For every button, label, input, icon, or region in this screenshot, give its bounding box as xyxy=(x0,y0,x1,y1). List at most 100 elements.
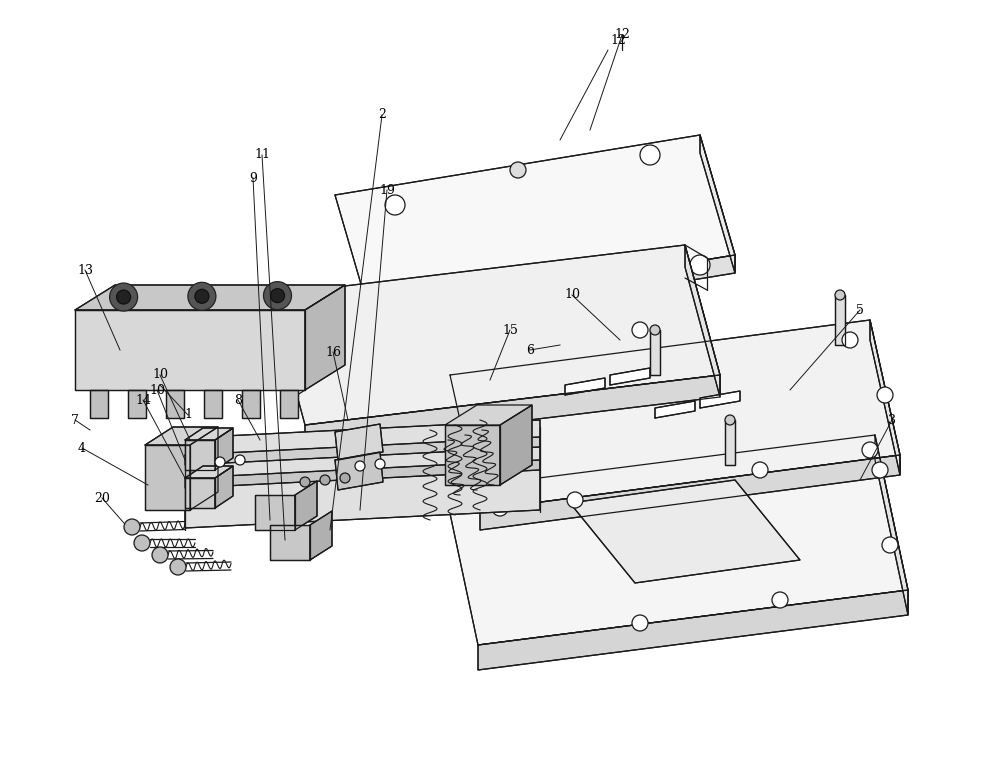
Text: 3: 3 xyxy=(888,413,896,427)
Polygon shape xyxy=(700,391,740,408)
Circle shape xyxy=(725,415,735,425)
Polygon shape xyxy=(190,427,218,510)
Text: 2: 2 xyxy=(378,109,386,121)
Circle shape xyxy=(320,475,330,485)
Circle shape xyxy=(690,255,710,275)
Circle shape xyxy=(134,535,150,551)
Polygon shape xyxy=(685,245,720,397)
Circle shape xyxy=(640,145,660,165)
Polygon shape xyxy=(480,455,900,530)
Polygon shape xyxy=(650,330,660,375)
Text: 10: 10 xyxy=(149,384,165,396)
Text: 11: 11 xyxy=(254,148,270,162)
Circle shape xyxy=(632,615,648,631)
Polygon shape xyxy=(875,435,908,615)
Polygon shape xyxy=(870,320,900,475)
Polygon shape xyxy=(145,445,190,510)
Circle shape xyxy=(152,547,168,563)
Text: 6: 6 xyxy=(526,343,534,357)
Polygon shape xyxy=(185,420,540,528)
Polygon shape xyxy=(145,427,218,445)
Circle shape xyxy=(110,283,138,311)
Circle shape xyxy=(882,537,898,553)
Polygon shape xyxy=(185,466,233,478)
Polygon shape xyxy=(185,460,540,488)
Polygon shape xyxy=(166,390,184,418)
Polygon shape xyxy=(700,135,735,273)
Circle shape xyxy=(440,300,460,320)
Circle shape xyxy=(170,559,186,575)
Circle shape xyxy=(492,500,508,516)
Circle shape xyxy=(772,592,788,608)
Circle shape xyxy=(195,289,209,303)
Text: 15: 15 xyxy=(502,323,518,336)
Polygon shape xyxy=(610,368,650,385)
Polygon shape xyxy=(295,481,317,530)
Text: 10: 10 xyxy=(564,288,580,301)
Polygon shape xyxy=(335,135,735,315)
Polygon shape xyxy=(445,405,532,425)
Text: 13: 13 xyxy=(77,263,93,277)
Circle shape xyxy=(235,455,245,465)
Polygon shape xyxy=(335,452,383,490)
Text: 9: 9 xyxy=(249,172,257,184)
Polygon shape xyxy=(370,255,735,333)
Polygon shape xyxy=(450,320,900,510)
Circle shape xyxy=(270,288,285,302)
Polygon shape xyxy=(75,285,345,310)
Circle shape xyxy=(632,322,648,338)
Circle shape xyxy=(835,290,845,300)
Polygon shape xyxy=(445,435,908,645)
Polygon shape xyxy=(128,390,146,418)
Circle shape xyxy=(650,325,660,335)
Text: 19: 19 xyxy=(379,183,395,197)
Text: 4: 4 xyxy=(78,441,86,455)
Text: 5: 5 xyxy=(856,304,864,316)
Polygon shape xyxy=(185,437,540,465)
Circle shape xyxy=(355,461,365,471)
Polygon shape xyxy=(185,478,215,508)
Circle shape xyxy=(752,462,768,478)
Polygon shape xyxy=(215,466,233,508)
Polygon shape xyxy=(305,285,345,390)
Polygon shape xyxy=(185,428,233,440)
Polygon shape xyxy=(204,390,222,418)
Circle shape xyxy=(385,195,405,215)
Circle shape xyxy=(188,282,216,310)
Text: 1: 1 xyxy=(184,409,192,421)
Polygon shape xyxy=(280,390,298,418)
Polygon shape xyxy=(270,245,720,425)
Polygon shape xyxy=(305,375,720,447)
Polygon shape xyxy=(255,495,295,530)
Polygon shape xyxy=(310,511,332,560)
Text: 20: 20 xyxy=(94,492,110,504)
Text: 10: 10 xyxy=(152,368,168,382)
Circle shape xyxy=(300,477,310,487)
Text: 14: 14 xyxy=(135,393,151,406)
Polygon shape xyxy=(90,390,108,418)
Polygon shape xyxy=(335,424,383,460)
Text: 12: 12 xyxy=(610,33,626,47)
Circle shape xyxy=(215,457,225,467)
Circle shape xyxy=(340,473,350,483)
Polygon shape xyxy=(725,420,735,465)
Polygon shape xyxy=(500,405,532,485)
Polygon shape xyxy=(835,295,845,345)
Polygon shape xyxy=(655,401,695,418)
Polygon shape xyxy=(478,590,908,670)
Circle shape xyxy=(567,492,583,508)
Circle shape xyxy=(877,387,893,403)
Circle shape xyxy=(375,459,385,469)
Circle shape xyxy=(510,162,526,178)
Circle shape xyxy=(264,281,292,309)
Text: 16: 16 xyxy=(325,346,341,358)
Polygon shape xyxy=(242,390,260,418)
Text: 12: 12 xyxy=(614,29,630,41)
Text: 8: 8 xyxy=(234,393,242,406)
Polygon shape xyxy=(570,480,800,583)
Polygon shape xyxy=(445,425,500,485)
Circle shape xyxy=(862,442,878,458)
Circle shape xyxy=(117,290,131,304)
Polygon shape xyxy=(215,428,233,470)
Polygon shape xyxy=(565,378,605,395)
